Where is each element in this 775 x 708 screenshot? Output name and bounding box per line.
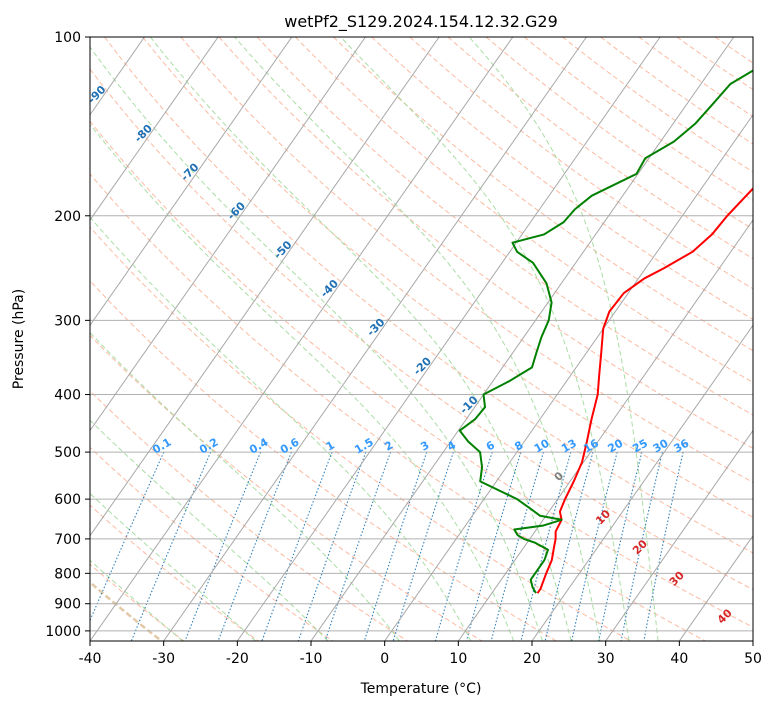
mixing-ratio-line [520, 451, 572, 641]
mixing-ratio-line [434, 451, 493, 641]
x-tick-label: -30 [152, 651, 175, 667]
dry-adiabat-line [90, 68, 753, 591]
plot-frame [89, 36, 754, 642]
dry-adiabat-line [562, 37, 753, 173]
dry-adiabat-line [90, 390, 408, 641]
y-tick-label: 800 [54, 566, 81, 582]
mixing-ratio-line [261, 451, 333, 641]
mixing-ratio-line [90, 451, 165, 622]
x-tick-label: -40 [79, 651, 102, 667]
mixing-ratio-line [217, 451, 292, 641]
mixing-ratio-line [363, 451, 428, 641]
isotherm-line [90, 37, 366, 432]
profiles [458, 69, 753, 594]
mixing-ratio-line [130, 451, 212, 641]
isotherm-line [90, 37, 514, 641]
y-tick-label: 100 [54, 30, 81, 46]
dry-adiabat-line [90, 446, 334, 641]
mixing-ratio-line [465, 451, 522, 641]
dry-adiabat-line [90, 120, 753, 628]
mixing-ratio-line [392, 451, 454, 641]
mixing-ratio-line [490, 451, 545, 641]
dry-adiabat-line [180, 37, 753, 483]
moist-adiabats [90, 37, 659, 641]
isotherm-line [90, 37, 219, 221]
y-tick-label: 300 [54, 313, 81, 329]
temperature-profile-line [536, 187, 753, 594]
x-tick-label: 20 [523, 651, 541, 667]
moist-adiabat-line [90, 419, 329, 641]
x-tick-label: -20 [226, 651, 249, 667]
x-tick-label: 0 [380, 651, 389, 667]
dry-adiabat-line [295, 37, 753, 384]
moist-adiabat-line [90, 216, 472, 641]
isotherm-line [678, 534, 753, 641]
y-tick-label: 600 [54, 492, 81, 508]
dry-adiabat-line [371, 37, 753, 320]
mixing-ratio-line [643, 451, 684, 641]
y-tick-label: 200 [54, 209, 81, 225]
moist-adiabat-line [90, 123, 515, 641]
x-tick-label: 30 [597, 651, 615, 667]
x-axis-label: Temperature (°C) [360, 681, 482, 697]
dry-adiabat-line [485, 37, 753, 230]
dry-adiabat-line [104, 37, 753, 554]
isotherm-line [163, 37, 587, 641]
dewpoint-profile-line [458, 69, 753, 594]
dry-adiabat-line [90, 226, 632, 641]
isotherm-line [90, 37, 440, 537]
chart-title: wetPf2_S129.2024.154.12.32.G29 [284, 12, 558, 32]
moist-adiabat-line [150, 37, 572, 641]
isotherm-line [236, 37, 661, 641]
isotherm-line [605, 429, 753, 641]
dry-adiabat-line [218, 37, 753, 449]
y-tick-label: 400 [54, 388, 81, 404]
isotherm-line [310, 37, 735, 641]
moist-adiabat-line [340, 37, 630, 641]
mixing-ratio-line [571, 451, 618, 641]
dry-adiabat-line [447, 37, 753, 260]
x-tick-label: 50 [744, 651, 762, 667]
moist-adiabat-line [234, 37, 601, 641]
skewed-isotherms [90, 37, 753, 641]
x-tick-label: 40 [670, 651, 688, 667]
pressure-gridlines [90, 37, 753, 632]
dry-adiabat-line [409, 37, 753, 290]
y-tick-label: 500 [54, 445, 81, 461]
mixing-ratio-line [184, 451, 262, 641]
isotherm-line [384, 113, 753, 641]
moist-adiabat-line [90, 559, 183, 641]
dry-adiabat-line [90, 334, 483, 641]
mixing-ratio-line [544, 451, 594, 641]
dry-adiabat-line [142, 37, 753, 518]
y-tick-label: 700 [54, 532, 81, 548]
x-axis-ticks: -40 -30 -20 -10 0 10 20 30 40 50 [79, 641, 762, 667]
isotherm-line [90, 37, 293, 327]
y-axis-ticks: 100 200 300 400 500 600 700 800 900 1000 [45, 30, 90, 640]
y-tick-label: 900 [54, 597, 81, 613]
isotherm-line [531, 324, 753, 641]
x-tick-label: 10 [449, 651, 467, 667]
moist-adiabat-line [90, 46, 543, 641]
mixing-ratio-line [598, 451, 643, 641]
y-tick-label: 1000 [45, 624, 81, 640]
x-tick-label: -10 [300, 651, 323, 667]
y-axis-label: Pressure (hPa) [11, 289, 27, 389]
